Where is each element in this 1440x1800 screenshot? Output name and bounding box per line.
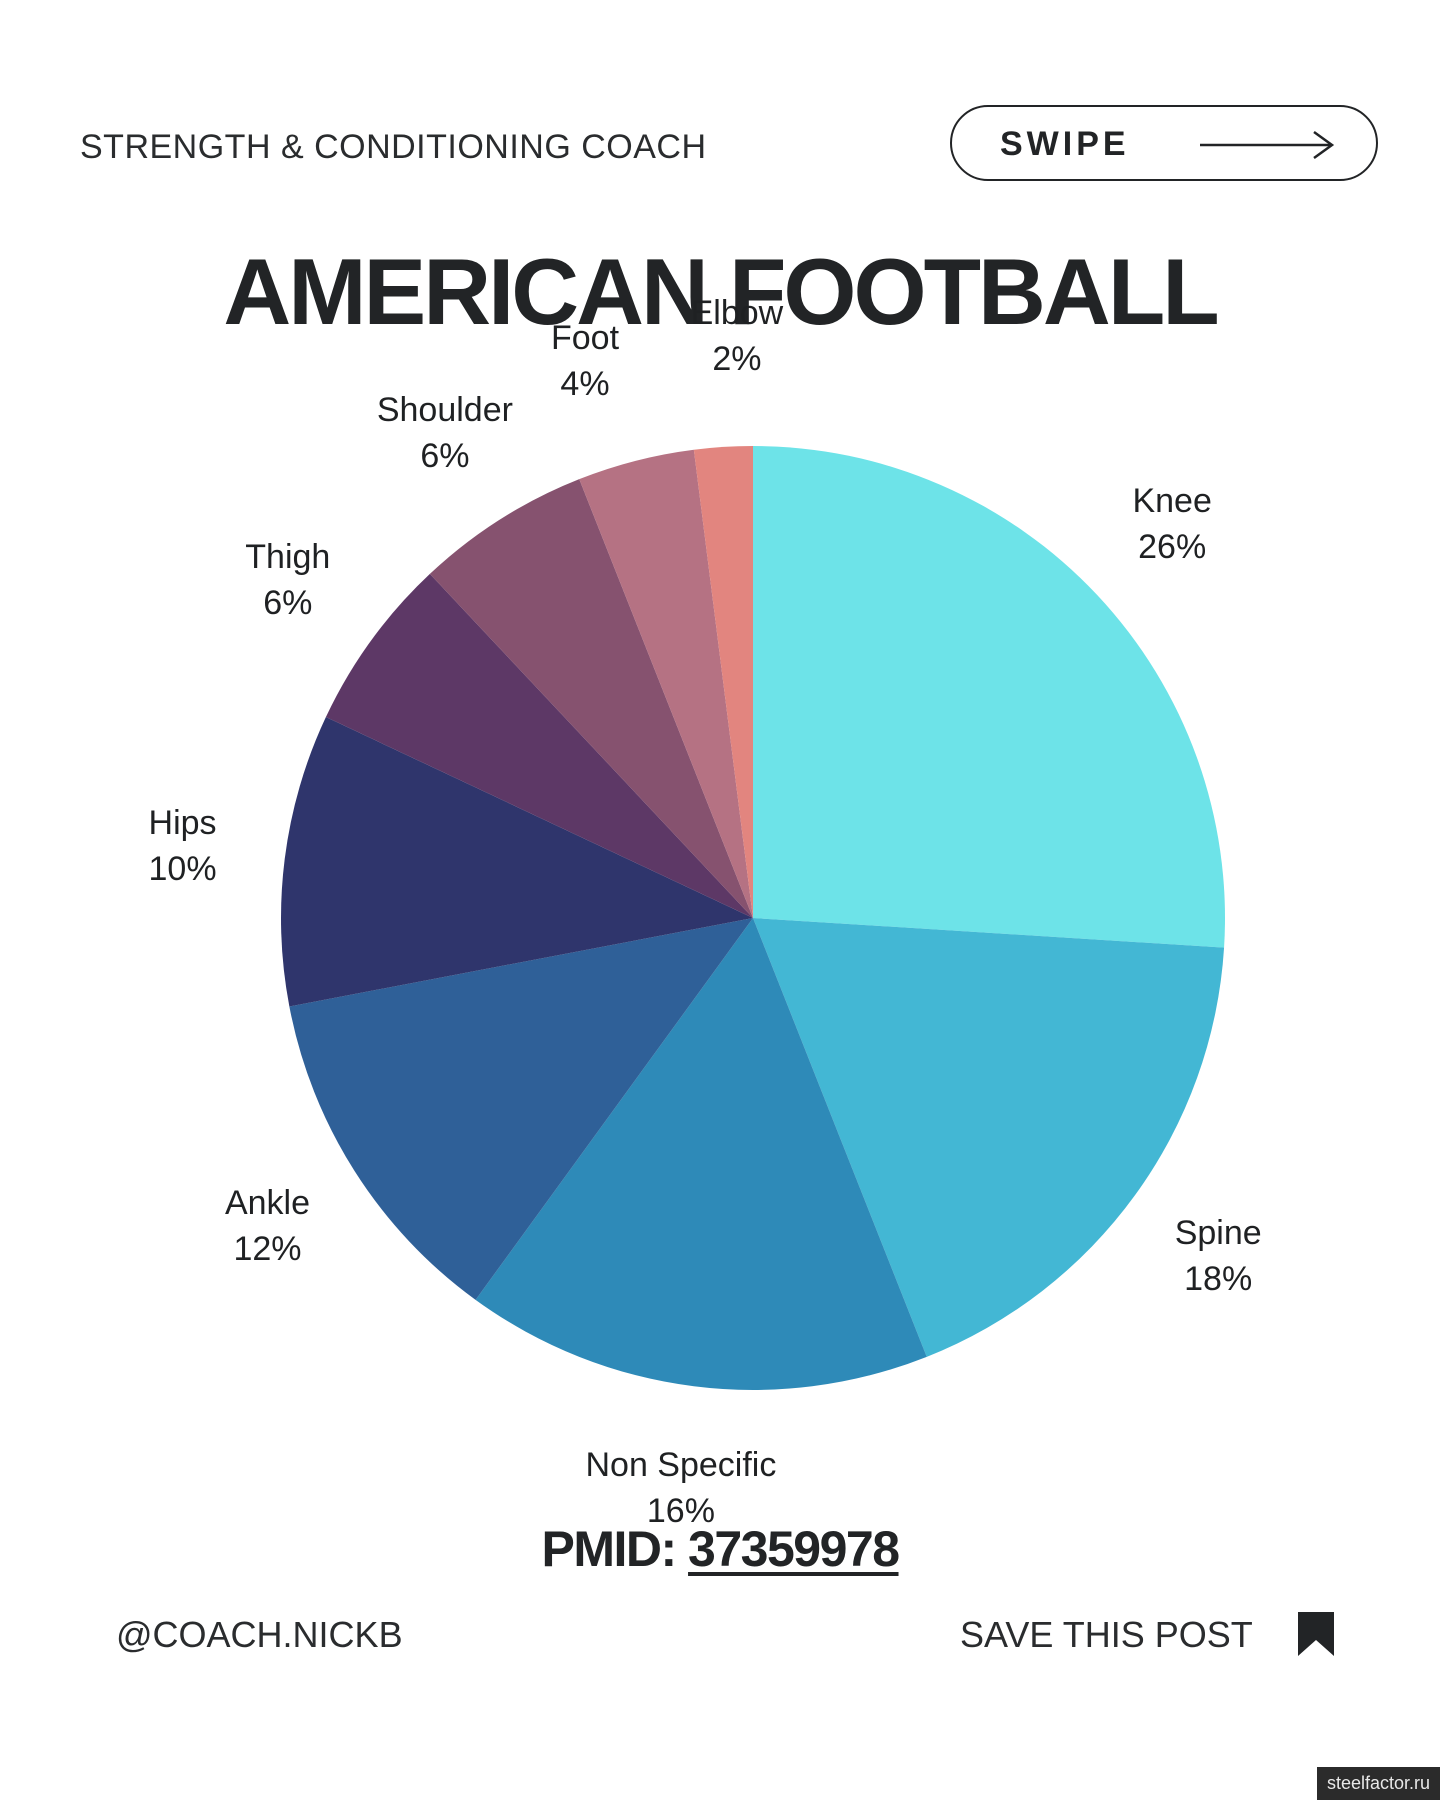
pie-slice-knee (753, 446, 1225, 948)
pie-slice-elbow (693, 446, 753, 918)
pmid-reference: PMID: 37359978 (0, 1520, 1440, 1578)
slice-label-thigh: Thigh 6% (245, 534, 330, 626)
swipe-label: SWIPE (1000, 125, 1130, 163)
author-handle: @COACH.NICKB (116, 1614, 403, 1655)
slice-label-name: Ankle (224, 1184, 311, 1223)
slice-label-name: Spine (1174, 1213, 1262, 1252)
slice-label-name: Shoulder (376, 390, 513, 429)
slice-label-value: 12% (233, 1230, 302, 1269)
slice-label-value: 18% (1184, 1259, 1253, 1298)
slice-label-name: Knee (1132, 482, 1212, 521)
slice-label-value: 4% (560, 365, 610, 404)
pmid-prefix: PMID: (541, 1521, 677, 1577)
pie-slice-non-specific (475, 918, 927, 1390)
slice-label-name: Thigh (245, 538, 331, 577)
slice-label-non-specific: Non Specific 16% (585, 1442, 776, 1534)
pie-slice-thigh (325, 573, 753, 918)
slice-label-hips: Hips 10% (149, 800, 217, 892)
slice-label-value: 2% (712, 340, 762, 379)
save-post-text: SAVE THIS POST (960, 1614, 1253, 1655)
bookmark-icon[interactable] (1296, 1610, 1336, 1658)
chart-title: AMERICAN FOOTBALL (223, 239, 1219, 344)
slice-label-name: Hips (148, 803, 217, 842)
pie-slice-hips (281, 717, 753, 1007)
header-tagline: STRENGTH & CONDITIONING COACH (80, 128, 707, 166)
slice-label-value: 6% (420, 436, 470, 475)
slice-label-name: Elbow (690, 294, 784, 333)
slice-label-value: 16% (646, 1492, 715, 1531)
slice-label-ankle: Ankle 12% (225, 1180, 310, 1272)
slice-label-name: Foot (550, 319, 620, 358)
slice-label-elbow: Elbow 2% (691, 290, 784, 382)
slice-label-value: 26% (1138, 528, 1207, 567)
pmid-number-link[interactable]: 37359978 (688, 1521, 900, 1577)
slice-label-knee: Knee 26% (1132, 478, 1211, 570)
swipe-button[interactable]: SWIPE (950, 105, 1378, 181)
slice-label-shoulder: Shoulder 6% (377, 387, 513, 479)
pie-slice-foot (579, 449, 753, 918)
pie-slice-shoulder (429, 479, 753, 918)
slice-label-value: 10% (148, 849, 217, 888)
slice-label-value: 6% (263, 584, 313, 623)
slice-label-name: Non Specific (585, 1446, 777, 1485)
pie-slice-ankle (289, 918, 753, 1300)
watermark: steelfactor.ru (1316, 1767, 1440, 1800)
arrow-right-icon (1200, 130, 1335, 160)
pie-slice-spine (753, 918, 1225, 1357)
slice-label-foot: Foot 4% (551, 315, 619, 407)
slice-label-spine: Spine 18% (1175, 1210, 1262, 1302)
